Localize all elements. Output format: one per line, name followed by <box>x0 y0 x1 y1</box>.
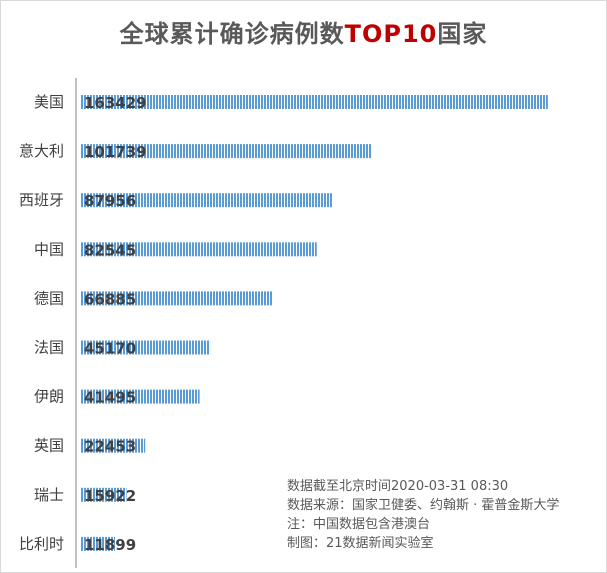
bar-8 <box>81 487 127 502</box>
bar-2 <box>81 193 333 208</box>
bar-4 <box>81 291 273 306</box>
title-suffix: 国家 <box>437 20 488 48</box>
value-label-1: 101739 <box>84 143 147 161</box>
value-label-3: 82545 <box>84 241 136 259</box>
value-label-0: 163429 <box>84 94 147 112</box>
bar-7 <box>81 438 146 453</box>
value-label-8: 15922 <box>84 487 136 505</box>
category-label-1: 意大利 <box>19 142 64 160</box>
note-remark: 注：中国数据包含港澳台 <box>287 517 431 532</box>
value-label-7: 22453 <box>84 438 136 456</box>
value-label-9: 11899 <box>84 536 136 554</box>
value-label-4: 66885 <box>84 290 136 308</box>
bar-1 <box>81 144 372 159</box>
bar-0 <box>81 95 548 109</box>
bar-6 <box>81 389 200 404</box>
category-label-4: 德国 <box>34 289 64 307</box>
category-label-9: 比利时 <box>19 535 64 553</box>
note-source: 数据来源：国家卫健委、约翰斯 · 霍普金斯大学 <box>287 498 560 513</box>
category-label-0: 美国 <box>34 93 64 111</box>
bar-3 <box>81 242 317 257</box>
value-label-6: 41495 <box>84 389 136 407</box>
category-label-7: 英国 <box>34 437 64 455</box>
chart-title: 全球累计确诊病例数TOP10国家 <box>0 14 607 49</box>
chart-notes: 数据截至北京时间2020-03-31 08:30 数据来源：国家卫健委、约翰斯 … <box>287 477 559 553</box>
note-date: 数据截至北京时间2020-03-31 08:30 <box>287 479 509 494</box>
bar-9 <box>81 536 115 551</box>
title-highlight: TOP10 <box>344 20 438 48</box>
category-label-6: 伊朗 <box>34 388 64 406</box>
category-label-2: 西班牙 <box>19 191 64 209</box>
note-credit: 制图：21数据新闻实验室 <box>287 536 434 551</box>
category-label-5: 法国 <box>34 339 64 357</box>
value-label-5: 45170 <box>84 340 136 358</box>
category-label-8: 瑞士 <box>34 486 64 504</box>
title-prefix: 全球累计确诊病例数 <box>119 20 345 48</box>
value-label-2: 87956 <box>84 192 136 210</box>
category-label-3: 中国 <box>34 240 64 258</box>
bar-5 <box>81 340 211 355</box>
